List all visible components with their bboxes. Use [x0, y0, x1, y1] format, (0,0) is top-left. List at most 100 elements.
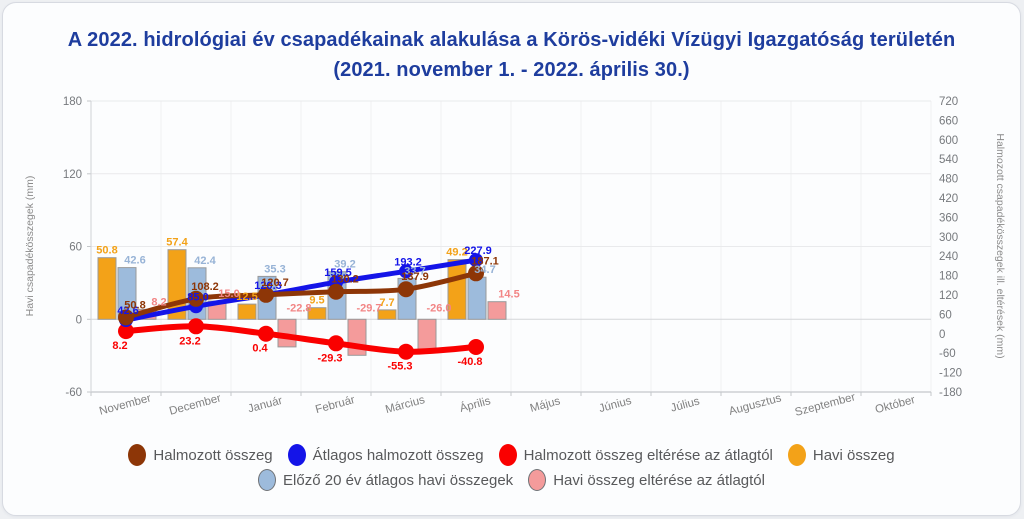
label-atlagos-halmozott-osszeg-januar: 120.3	[254, 280, 282, 292]
point-atlagos-halmozott-osszeg-marcius	[399, 264, 413, 279]
right-axis-tick-label: 720	[939, 96, 958, 108]
legend-label-havi-osszeg: Havi összeg	[812, 446, 895, 464]
point-halmozott-osszeg-elterese-az-atlagtol-februar	[328, 335, 344, 352]
x-tick-marcius: Március	[384, 394, 426, 416]
label-atlagos-halmozott-osszeg-marcius: 193.2	[394, 256, 422, 268]
point-halmozott-osszeg-december	[188, 290, 204, 307]
right-axis-tick-label: 60	[939, 309, 952, 321]
label-halmozott-osszeg-november: 50.8	[124, 299, 145, 311]
point-halmozott-osszeg-marcius	[398, 281, 414, 298]
atlagos-halmozott-osszeg-marker-icon	[287, 444, 306, 466]
halmozott-osszeg-elterese-az-atlagtol-marker-icon	[498, 444, 517, 466]
label-atlagos-halmozott-osszeg-november: 42.6	[117, 305, 138, 317]
label-havi-osszeg-november: 50.8	[96, 245, 117, 257]
left-axis-tick-label: -60	[65, 387, 82, 399]
label-halmozott-osszeg-elterese-az-atlagtol-december: 23.2	[179, 335, 200, 347]
chart-title-line1: A 2022. hidrológiai év csapadékainak ala…	[67, 29, 956, 51]
right-axis-tick-label: -60	[939, 348, 956, 360]
point-halmozott-osszeg-februar	[328, 283, 344, 300]
x-tick-szeptember: Szeptember	[794, 391, 857, 419]
point-halmozott-osszeg-elterese-az-atlagtol-aprilis	[468, 339, 484, 355]
legend-item-halmozott-osszeg: Halmozott összeg	[128, 444, 273, 466]
label-atlagos-halmozott-osszeg-aprilis: 227.9	[464, 245, 492, 257]
legend-label-atlagos-halmozott-osszeg: Átlagos halmozott összeg	[312, 446, 484, 464]
right-axis-tick-label: 300	[939, 232, 958, 244]
x-tick-augusztus: Augusztus	[728, 392, 783, 418]
right-axis-tick-label: 480	[939, 174, 958, 186]
right-axis-tick-label: 120	[939, 290, 958, 302]
label-halmozott-osszeg-januar: 120.7	[261, 277, 289, 289]
label-havi-osszeg-elterese-az-atlagtol-januar: -22.8	[286, 302, 311, 314]
point-halmozott-osszeg-aprilis	[468, 265, 484, 282]
right-axis-tick-label: 360	[939, 212, 958, 224]
label-halmozott-osszeg-februar: 130.2	[331, 274, 359, 286]
point-halmozott-osszeg-januar	[258, 286, 274, 303]
x-tick-februar: Február	[314, 394, 356, 416]
bar-elozo-20-ev-atlagos-havi-osszegek-aprilis	[467, 276, 487, 320]
bar-havi-osszeg-marcius	[377, 309, 397, 320]
right-axis-tick-label: 420	[939, 193, 958, 205]
right-axis-tick-label: 240	[939, 251, 958, 263]
line-series-halmozott-osszeg	[118, 265, 484, 326]
legend-item-havi-osszeg-elterese-az-atlagtol: Havi összeg eltérése az átlagtól	[528, 469, 765, 491]
right-axis-tick-label: 600	[939, 135, 958, 147]
label-halmozott-osszeg-aprilis: 187.1	[471, 255, 499, 267]
point-atlagos-halmozott-osszeg-aprilis	[469, 253, 483, 268]
label-halmozott-osszeg-elterese-az-atlagtol-november: 8.2	[112, 340, 127, 352]
legend-item-havi-osszeg: Havi összeg	[787, 444, 895, 466]
bar-havi-osszeg-november	[97, 257, 117, 320]
x-tick-julius: Július	[669, 395, 701, 414]
precipitation-chart: 180120600-607206606005404804203603002401…	[24, 96, 1006, 419]
right-axis-tick-label: -120	[939, 368, 962, 380]
x-tick-oktober: Október	[874, 394, 917, 416]
legend-row-2: Előző 20 év átlagos havi összegek Havi ös…	[258, 469, 765, 491]
label-elozo-20-ev-atlagos-havi-osszegek-december: 42.4	[194, 255, 216, 267]
bar-havi-osszeg-elterese-az-atlagtol-marcius	[417, 318, 437, 352]
point-halmozott-osszeg-november	[118, 309, 134, 326]
x-tick-majus: Május	[529, 395, 562, 415]
x-tick-december: December	[168, 392, 223, 417]
label-havi-osszeg-elterese-az-atlagtol-marcius: -26.0	[426, 302, 451, 314]
legend-label-halmozott-osszeg: Halmozott összeg	[153, 446, 273, 464]
point-halmozott-osszeg-elterese-az-atlagtol-november	[118, 323, 134, 340]
left-axis-tick-label: 60	[69, 242, 82, 254]
x-tick-januar: Január	[247, 395, 284, 416]
chart-title-line2: (2021. november 1. - 2022. április 30.)	[333, 59, 690, 81]
label-halmozott-osszeg-elterese-az-atlagtol-februar: -29.3	[317, 352, 342, 364]
point-halmozott-osszeg-elterese-az-atlagtol-marcius	[398, 343, 414, 360]
bar-havi-osszeg-januar	[237, 303, 257, 320]
label-havi-osszeg-elterese-az-atlagtol-februar: -29.7	[356, 302, 381, 314]
label-elozo-20-ev-atlagos-havi-osszegek-marcius: 33.7	[404, 265, 425, 277]
label-elozo-20-ev-atlagos-havi-osszegek-januar: 35.3	[264, 263, 285, 275]
left-axis-tick-label: 0	[76, 314, 82, 326]
right-axis-tick-label: -180	[939, 387, 962, 399]
havi-osszeg-marker-icon	[787, 444, 806, 466]
label-havi-osszeg-aprilis: 49.2	[446, 247, 467, 259]
right-axis-title: Halmozott csapadékösszegek ill. eltérése…	[994, 133, 1006, 358]
right-axis-tick-label: 540	[939, 154, 958, 166]
chart-legend: Halmozott összeg Átlagos halmozott összeg…	[3, 444, 1020, 491]
label-elozo-20-ev-atlagos-havi-osszegek-november: 42.6	[124, 255, 145, 267]
label-atlagos-halmozott-osszeg-december: 85.0	[187, 291, 208, 303]
label-havi-osszeg-marcius: 7.7	[379, 297, 394, 309]
bar-havi-osszeg-februar	[307, 307, 327, 320]
legend-item-atlagos-halmozott-osszeg: Átlagos halmozott összeg	[287, 444, 484, 466]
label-havi-osszeg-februar: 9.5	[309, 295, 324, 307]
label-halmozott-osszeg-elterese-az-atlagtol-marcius: -55.3	[387, 361, 412, 373]
point-halmozott-osszeg-elterese-az-atlagtol-januar	[258, 325, 274, 342]
bar-havi-osszeg-elterese-az-atlagtol-aprilis	[487, 301, 507, 320]
right-axis-tick-label: 0	[939, 329, 945, 341]
label-havi-osszeg-elterese-az-atlagtol-aprilis: 14.5	[498, 289, 519, 301]
left-axis-tick-label: 180	[63, 96, 82, 108]
havi-osszeg-elterese-az-atlagtol-marker-icon	[528, 469, 547, 491]
legend-label-halmozott-osszeg-elterese-az-atlagtol: Halmozott összeg eltérése az átlagtól	[523, 446, 773, 464]
x-tick-junius: Június	[598, 395, 633, 415]
label-havi-osszeg-december: 57.4	[166, 237, 188, 249]
point-halmozott-osszeg-elterese-az-atlagtol-december	[188, 318, 204, 335]
label-havi-osszeg-elterese-az-atlagtol-november: 8.2	[151, 296, 166, 308]
label-halmozott-osszeg-marcius: 137.9	[401, 271, 429, 283]
legend-row-1: Halmozott összeg Átlagos halmozott összeg…	[128, 444, 895, 466]
legend-label-elozo-20-ev-atlagos-havi-osszegek: Előző 20 év átlagos havi összegek	[283, 471, 514, 489]
label-halmozott-osszeg-elterese-az-atlagtol-aprilis: -40.8	[457, 356, 482, 368]
